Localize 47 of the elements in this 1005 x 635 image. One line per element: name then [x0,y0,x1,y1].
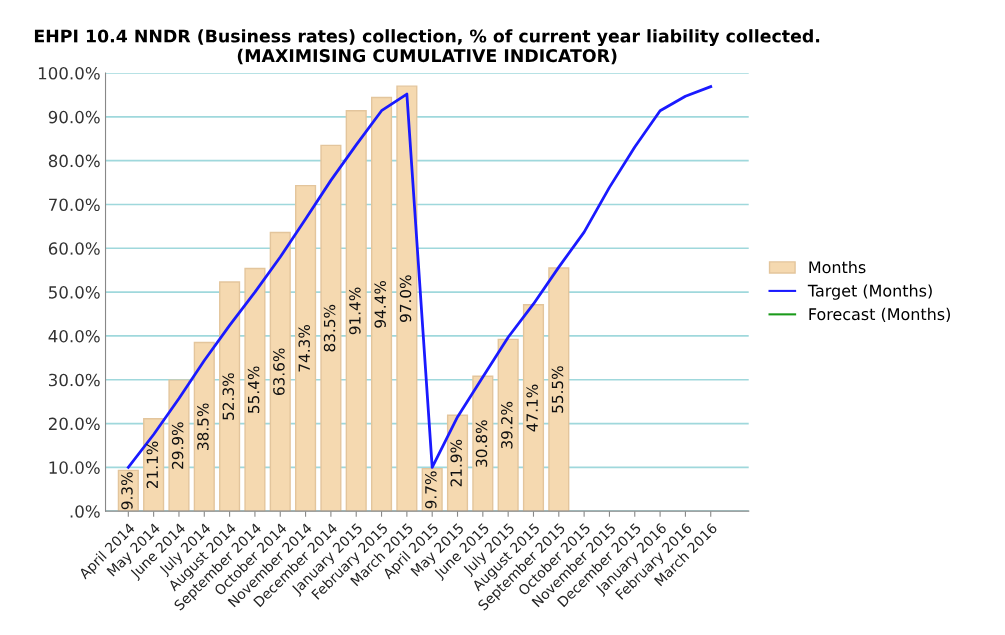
data-label: 9.7% [425,471,437,509]
bar [168,379,190,512]
bar [193,341,215,512]
data-label: 21.9% [450,439,462,487]
data-label: 52.3% [222,373,235,420]
bar [269,231,291,512]
data-label: 63.6% [273,348,285,396]
bar [219,281,241,512]
y-tick-label: 20.0% [48,417,100,431]
y-tick-label: .0% [70,505,100,518]
bar [522,304,545,512]
data-label: 94.4% [374,280,386,328]
y-tick-label: 100.0% [38,66,100,80]
bar [497,338,519,512]
bar [295,184,317,512]
data-label: 97.0% [399,275,412,322]
y-tick-label: 80.0% [48,154,100,168]
data-label: 38.5% [197,403,209,450]
data-label: 55.5% [551,366,564,413]
y-tick-label: 30.0% [48,373,100,387]
data-label: 74.3% [298,324,311,372]
data-label: 30.8% [475,420,488,467]
legend-label: Target (Months) [807,284,932,300]
data-label: 29.9% [171,422,184,469]
y-tick-label: 50.0% [49,286,100,299]
y-tick-label: 10.0% [49,461,100,474]
bar [396,85,418,512]
chart-title: EHPI 10.4 NNDR (Business rates) collection, % of current year liability collected. (MAXIMISING CUMULATIVE INDICATOR) [34,29,820,65]
bar [345,110,367,512]
y-tick-label: 90.0% [48,110,100,124]
data-label: 83.5% [323,304,336,352]
data-label: 9.3% [121,472,133,510]
bar [548,267,570,512]
y-tick-label: 70.0% [49,198,100,212]
y-tick-label: 60.0% [48,242,100,255]
data-label: 91.4% [349,287,361,335]
data-label: 21.1% [146,441,159,489]
bar [244,267,266,512]
y-tick-label: 40.0% [48,329,100,343]
bar [370,96,393,512]
data-label: 55.4% [247,366,260,413]
data-label: 47.1% [526,384,538,432]
data-label: 39.2% [501,401,513,449]
bar [472,375,494,512]
legend-label: Forecast (Months) [809,307,950,323]
bar [320,144,342,512]
legend-label: Months [809,260,866,274]
